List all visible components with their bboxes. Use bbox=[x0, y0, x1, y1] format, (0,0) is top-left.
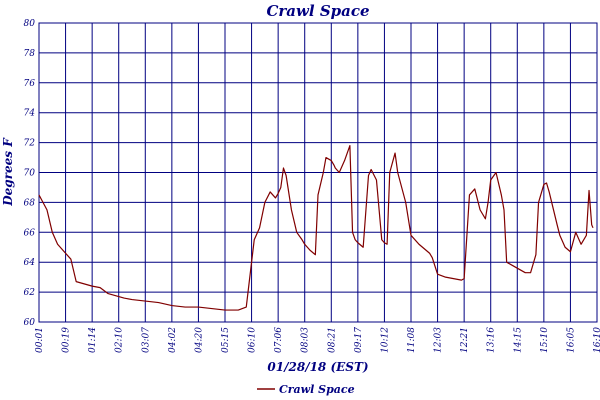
x-tick-label: 16:05 bbox=[566, 327, 576, 353]
plot-frame bbox=[38, 22, 598, 323]
x-tick-label: 08:21 bbox=[327, 327, 337, 353]
x-axis-label: 01/28/18 (EST) bbox=[267, 360, 368, 374]
y-tick-label: 70 bbox=[24, 169, 36, 179]
x-tick-label: 16:10 bbox=[593, 327, 600, 353]
x-tick-label: 08:03 bbox=[301, 327, 311, 353]
x-tick-label: 13:16 bbox=[487, 327, 497, 353]
x-tick-label: 01:14 bbox=[88, 327, 98, 353]
y-tick-label: 74 bbox=[24, 109, 36, 119]
y-tick-label: 80 bbox=[24, 19, 36, 29]
x-tick-label: 12:21 bbox=[460, 327, 470, 353]
y-tick-label: 66 bbox=[24, 228, 36, 238]
x-tick-label: 11:08 bbox=[407, 327, 417, 353]
y-tick-label: 64 bbox=[24, 258, 36, 268]
chart-grid bbox=[38, 22, 598, 323]
x-tick-label: 04:02 bbox=[168, 327, 178, 353]
x-tick-label: 00:01 bbox=[35, 327, 45, 353]
legend: Crawl Space bbox=[257, 383, 355, 396]
chart-title: Crawl Space bbox=[266, 2, 369, 20]
legend-label: Crawl Space bbox=[279, 383, 355, 396]
y-tick-label: 78 bbox=[24, 49, 36, 59]
x-axis-ticks: 00:01 00:19 01:14 02:10 03:07 04:02 04:20 05:15… bbox=[35, 327, 600, 353]
y-axis-label: Degrees F bbox=[1, 137, 15, 207]
x-tick-label: 10:12 bbox=[380, 327, 390, 353]
x-tick-label: 12:03 bbox=[434, 327, 444, 353]
series-line-crawl-space bbox=[38, 144, 594, 311]
series-layer bbox=[38, 144, 594, 311]
y-tick-label: 72 bbox=[24, 139, 36, 149]
x-tick-label: 05:15 bbox=[221, 327, 231, 353]
x-tick-label: 00:19 bbox=[62, 327, 72, 353]
y-tick-label: 62 bbox=[24, 288, 36, 298]
x-tick-label: 04:20 bbox=[194, 327, 204, 353]
y-tick-label: 60 bbox=[24, 318, 36, 328]
x-tick-label: 15:10 bbox=[540, 327, 550, 353]
y-axis-ticks: 60 62 64 66 68 70 72 74 76 78 80 bbox=[24, 19, 36, 328]
y-tick-label: 76 bbox=[24, 79, 36, 89]
x-tick-label: 09:17 bbox=[354, 327, 364, 353]
x-tick-label: 03:07 bbox=[141, 327, 151, 353]
x-tick-label: 02:10 bbox=[115, 327, 125, 353]
y-tick-label: 68 bbox=[24, 198, 36, 208]
x-tick-label: 14:15 bbox=[513, 327, 523, 353]
x-tick-label: 06:10 bbox=[248, 327, 258, 353]
x-tick-label: 07:06 bbox=[274, 327, 284, 353]
